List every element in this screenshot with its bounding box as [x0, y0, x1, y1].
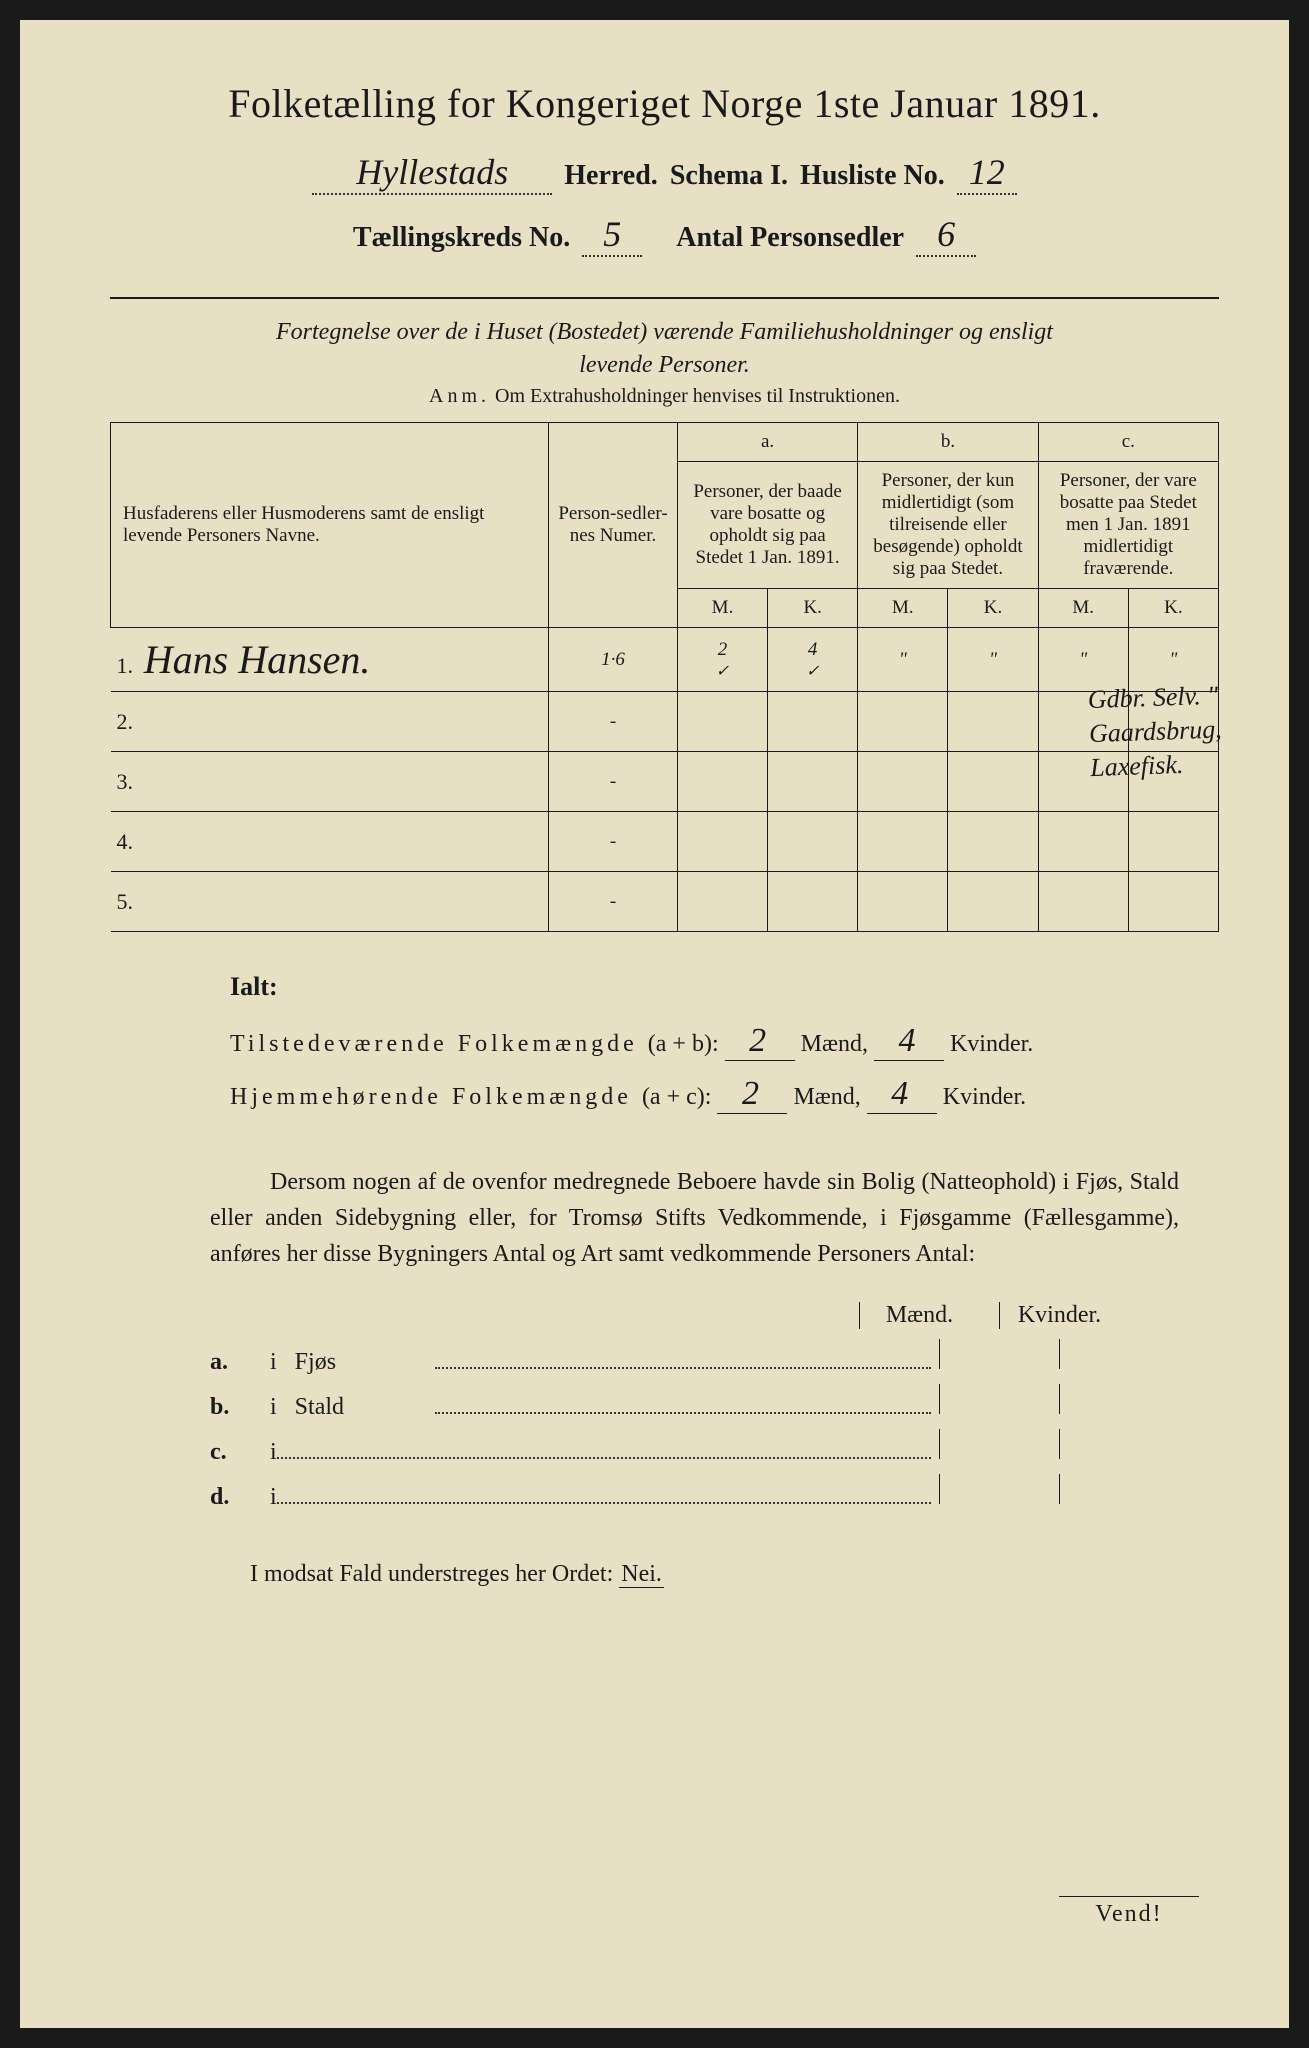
cell-bk: " [948, 628, 1038, 692]
ob-row: b. i Stald [210, 1384, 1179, 1421]
header-line-2: Hyllestads Herred. Schema I. Husliste No… [110, 151, 1219, 195]
husliste-value: 12 [957, 151, 1017, 195]
col-c-top: c. [1038, 423, 1218, 462]
header-line-3: Tællingskreds No. 5 Antal Personsedler 6 [110, 213, 1219, 257]
col-b-top: b. [858, 423, 1038, 462]
totals-section: Ialt: Tilstedeværende Folkemængde (a + b… [230, 972, 1219, 1114]
ob-row: d. i [210, 1474, 1179, 1511]
table-row: 3. - [111, 752, 1219, 812]
col-header-name: Husfaderens eller Husmoderens samt de en… [111, 423, 549, 628]
v1m: 2 [725, 1022, 795, 1061]
census-form-page: Folketælling for Kongeriget Norge 1ste J… [20, 20, 1289, 2028]
husliste-label: Husliste No. [800, 160, 945, 192]
ob-row: c. i [210, 1429, 1179, 1466]
col-am: M. [677, 589, 767, 628]
ob-row: a. i Fjøs [210, 1339, 1179, 1376]
page-title: Folketælling for Kongeriget Norge 1ste J… [110, 80, 1219, 127]
v1k: 4 [874, 1022, 944, 1061]
ialt-row-1: Tilstedeværende Folkemængde (a + b): 2 M… [230, 1022, 1219, 1061]
table-body: 1. Hans Hansen. 1·6 2✓ 4✓ " " " " 2. - 3… [111, 628, 1219, 932]
personsedler-value: 6 [916, 213, 976, 257]
outbuilding-paragraph: Dersom nogen af de ovenfor medregnede Be… [210, 1164, 1179, 1272]
ob-kvinder: Kvinder. [999, 1302, 1119, 1329]
annotation-line: Anm. Om Extrahusholdninger henvises til … [110, 385, 1219, 408]
kreds-label: Tællingskreds No. [353, 222, 570, 254]
schema-label: Schema I. [670, 160, 788, 192]
v2m: 2 [717, 1075, 787, 1114]
v2k: 4 [867, 1075, 937, 1114]
ialt-label: Ialt: [230, 972, 1219, 1002]
closing-line: I modsat Fald understreges her Ordet: Ne… [250, 1561, 1219, 1588]
herred-value: Hyllestads [312, 151, 552, 195]
cell-am: 2✓ [677, 628, 767, 692]
col-a-desc: Personer, der baade vare bosatte og opho… [677, 462, 857, 589]
table-row: 4. - [111, 812, 1219, 872]
col-a-top: a. [677, 423, 857, 462]
household-table: Husfaderens eller Husmoderens samt de en… [110, 422, 1219, 932]
vend-label: Vend! [1059, 1896, 1199, 1928]
col-b-desc: Personer, der kun midlertidigt (som tilr… [858, 462, 1038, 589]
table-row: 1. Hans Hansen. 1·6 2✓ 4✓ " " " " [111, 628, 1219, 692]
anm-text: Om Extrahusholdninger henvises til Instr… [495, 385, 900, 407]
subtitle-line1: Fortegnelse over de i Huset (Bostedet) v… [110, 319, 1219, 346]
nei-word: Nei. [619, 1561, 664, 1588]
col-ck: K. [1128, 589, 1218, 628]
herred-label: Herred. [564, 160, 658, 192]
col-c-desc: Personer, der vare bosatte paa Stedet me… [1038, 462, 1218, 589]
ialt-row-2: Hjemmehørende Folkemængde (a + c): 2 Mæn… [230, 1075, 1219, 1114]
col-ak: K. [768, 589, 858, 628]
horizontal-rule [110, 297, 1219, 299]
name-value: Hans Hansen. [144, 637, 371, 682]
outbuilding-section: Mænd. Kvinder. a. i Fjøs b. i Stald c. i… [210, 1302, 1179, 1511]
cell-ak: 4✓ [768, 628, 858, 692]
outbuilding-header: Mænd. Kvinder. [210, 1302, 1179, 1329]
subtitle-line2: levende Personer. [110, 352, 1219, 379]
table-row: 5. - [111, 872, 1219, 932]
sedler-value: 1·6 [549, 628, 678, 692]
col-header-sedler: Person-sedler-nes Numer. [549, 423, 678, 628]
ob-maend: Mænd. [859, 1302, 979, 1329]
anm-label: Anm. [429, 385, 490, 407]
personsedler-label: Antal Personsedler [676, 222, 904, 254]
col-bm: M. [858, 589, 948, 628]
col-bk: K. [948, 589, 1038, 628]
col-cm: M. [1038, 589, 1128, 628]
kreds-value: 5 [582, 213, 642, 257]
cell-bm: " [858, 628, 948, 692]
table-row: 2. - [111, 692, 1219, 752]
margin-handwritten-note: Gdbr. Selv. " Gaardsbrug, Laxefisk. [1087, 677, 1270, 785]
